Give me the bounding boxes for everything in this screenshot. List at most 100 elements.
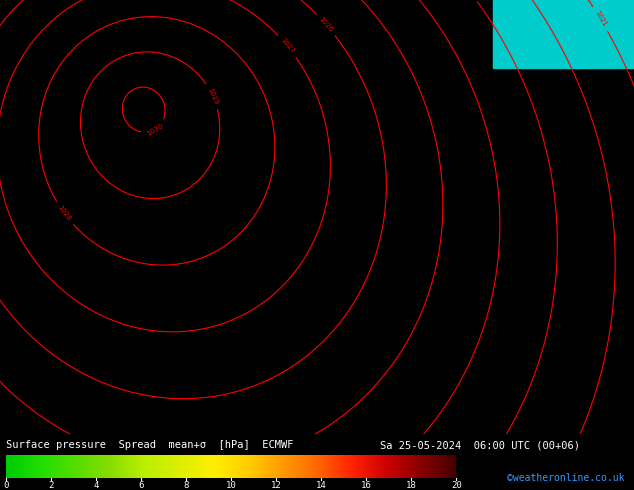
Bar xyxy=(333,455,335,478)
Bar xyxy=(242,455,243,478)
Bar xyxy=(386,455,388,478)
Bar xyxy=(279,455,281,478)
Bar xyxy=(252,455,254,478)
Text: 20: 20 xyxy=(451,481,462,490)
Bar xyxy=(436,455,437,478)
Bar xyxy=(309,455,311,478)
Bar xyxy=(263,455,265,478)
Bar xyxy=(82,455,84,478)
Bar xyxy=(101,455,103,478)
Bar xyxy=(193,455,195,478)
Bar xyxy=(443,455,444,478)
Bar xyxy=(80,455,82,478)
Bar xyxy=(254,455,256,478)
Bar xyxy=(61,455,63,478)
Bar xyxy=(98,455,100,478)
Bar xyxy=(175,455,177,478)
Bar xyxy=(168,455,170,478)
Bar xyxy=(337,455,339,478)
Bar xyxy=(115,455,117,478)
Bar xyxy=(221,455,223,478)
Bar xyxy=(335,455,337,478)
Bar xyxy=(191,455,193,478)
Bar xyxy=(17,455,18,478)
Bar xyxy=(375,455,377,478)
Bar xyxy=(210,455,212,478)
Bar xyxy=(354,455,356,478)
Bar xyxy=(316,455,318,478)
Bar xyxy=(188,455,189,478)
Bar xyxy=(87,455,89,478)
Bar xyxy=(212,455,214,478)
Bar xyxy=(20,455,22,478)
Bar xyxy=(325,455,327,478)
Bar xyxy=(47,455,49,478)
Text: 1024: 1024 xyxy=(9,462,27,477)
Bar xyxy=(265,455,266,478)
Bar xyxy=(272,455,274,478)
Bar xyxy=(359,455,361,478)
Bar xyxy=(314,455,316,478)
Bar xyxy=(163,455,165,478)
Bar xyxy=(395,455,397,478)
Bar xyxy=(68,455,70,478)
Bar xyxy=(217,455,219,478)
Bar xyxy=(430,455,432,478)
Bar xyxy=(186,455,188,478)
Bar xyxy=(136,455,138,478)
Bar xyxy=(397,455,398,478)
Bar xyxy=(204,455,205,478)
Bar xyxy=(400,455,402,478)
Bar xyxy=(274,455,275,478)
Bar xyxy=(84,455,86,478)
Bar xyxy=(231,455,233,478)
Bar xyxy=(18,455,20,478)
Bar xyxy=(422,455,423,478)
Bar xyxy=(120,455,122,478)
Bar xyxy=(49,455,50,478)
Bar xyxy=(100,455,101,478)
Bar xyxy=(200,455,202,478)
Bar xyxy=(407,455,409,478)
Bar xyxy=(226,455,228,478)
Bar xyxy=(96,455,98,478)
Bar xyxy=(177,455,179,478)
Bar xyxy=(131,455,133,478)
Bar xyxy=(307,455,309,478)
Bar xyxy=(321,455,323,478)
Bar xyxy=(38,455,40,478)
Text: Surface pressure  Spread  mean+σ  [hPa]  ECMWF: Surface pressure Spread mean+σ [hPa] ECM… xyxy=(6,441,294,450)
Bar xyxy=(388,455,390,478)
Text: 2: 2 xyxy=(49,481,54,490)
Text: 16: 16 xyxy=(361,481,372,490)
Bar xyxy=(420,455,422,478)
Bar xyxy=(8,455,10,478)
Bar xyxy=(251,455,252,478)
Bar xyxy=(26,455,27,478)
Bar xyxy=(73,455,75,478)
Bar xyxy=(207,455,209,478)
Bar xyxy=(103,455,105,478)
Bar xyxy=(245,455,247,478)
Bar xyxy=(381,455,383,478)
Bar xyxy=(295,455,297,478)
Bar xyxy=(365,455,367,478)
Bar xyxy=(367,455,368,478)
Bar xyxy=(256,455,258,478)
Bar xyxy=(29,455,31,478)
Bar xyxy=(77,455,79,478)
Bar xyxy=(432,455,434,478)
Text: 1027: 1027 xyxy=(279,37,295,55)
Bar xyxy=(339,455,340,478)
Bar xyxy=(358,455,359,478)
Bar xyxy=(374,455,375,478)
Text: 1030: 1030 xyxy=(145,122,164,137)
Bar xyxy=(70,455,72,478)
Bar xyxy=(105,455,107,478)
Bar xyxy=(363,455,365,478)
Bar xyxy=(370,455,372,478)
Bar xyxy=(288,455,290,478)
Bar xyxy=(277,455,279,478)
Bar xyxy=(214,455,216,478)
Bar xyxy=(72,455,73,478)
